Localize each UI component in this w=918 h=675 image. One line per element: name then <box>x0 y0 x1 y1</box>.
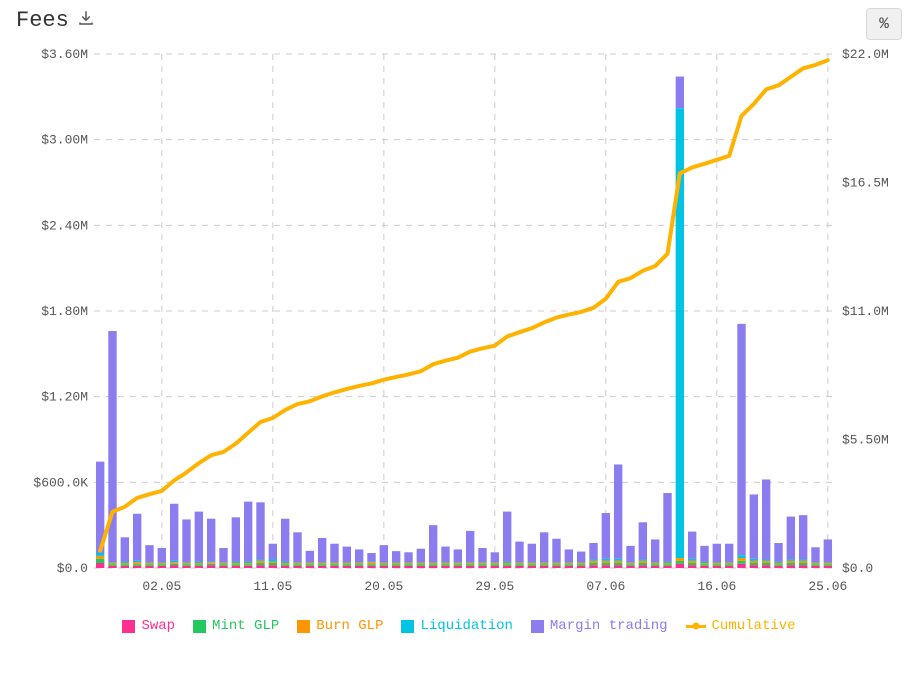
legend-swatch <box>122 620 135 633</box>
legend-item-burn_glp[interactable]: Burn GLP <box>297 618 383 634</box>
legend-label: Cumulative <box>712 618 796 634</box>
legend-swatch <box>531 620 544 633</box>
legend-item-cumulative[interactable]: Cumulative <box>686 618 796 634</box>
svg-text:29.05: 29.05 <box>475 579 514 594</box>
legend-label: Swap <box>141 618 175 634</box>
svg-text:25.06: 25.06 <box>808 579 847 594</box>
svg-text:$16.5M: $16.5M <box>842 176 889 191</box>
legend-label: Margin trading <box>550 618 668 634</box>
svg-text:$1.80M: $1.80M <box>41 304 88 319</box>
svg-text:$0.0: $0.0 <box>57 561 88 576</box>
svg-text:$22.0M: $22.0M <box>842 48 889 62</box>
svg-text:16.06: 16.06 <box>697 579 736 594</box>
fees-chart[interactable]: $0.0 $600.0K $1.20M $1.80M $2.40M $3.00M $3.60… <box>16 48 902 608</box>
svg-text:$2.40M: $2.40M <box>41 218 88 233</box>
chart-area: $0.0 $600.0K $1.20M $1.80M $2.40M $3.00M $3.60… <box>16 48 902 608</box>
legend-label: Burn GLP <box>316 618 383 634</box>
legend-label: Liquidation <box>420 618 512 634</box>
legend-line-swatch <box>686 625 706 628</box>
svg-text:11.05: 11.05 <box>253 579 292 594</box>
chart-legend: Swap Mint GLP Burn GLP Liquidation Margin tr… <box>16 618 902 634</box>
legend-item-liquidation[interactable]: Liquidation <box>401 618 512 634</box>
legend-label: Mint GLP <box>212 618 279 634</box>
svg-text:$0.0: $0.0 <box>842 561 873 576</box>
legend-item-swap[interactable]: Swap <box>122 618 175 634</box>
svg-text:$3.60M: $3.60M <box>41 48 88 62</box>
title-wrap: Fees <box>16 8 95 33</box>
svg-text:02.05: 02.05 <box>142 579 181 594</box>
chart-header: Fees % <box>16 8 902 40</box>
svg-text:$3.00M: $3.00M <box>41 133 88 148</box>
percent-toggle-button[interactable]: % <box>866 8 902 40</box>
svg-text:$1.20M: $1.20M <box>41 390 88 405</box>
legend-swatch <box>297 620 310 633</box>
legend-swatch <box>193 620 206 633</box>
legend-swatch <box>401 620 414 633</box>
svg-text:$11.0M: $11.0M <box>842 304 889 319</box>
chart-title: Fees <box>16 8 69 33</box>
legend-item-mint_glp[interactable]: Mint GLP <box>193 618 279 634</box>
svg-text:07.06: 07.06 <box>586 579 625 594</box>
svg-text:20.05: 20.05 <box>364 579 403 594</box>
svg-text:$600.0K: $600.0K <box>33 475 88 490</box>
download-icon[interactable] <box>77 9 95 32</box>
legend-item-margin[interactable]: Margin trading <box>531 618 668 634</box>
svg-text:$5.50M: $5.50M <box>842 433 889 448</box>
